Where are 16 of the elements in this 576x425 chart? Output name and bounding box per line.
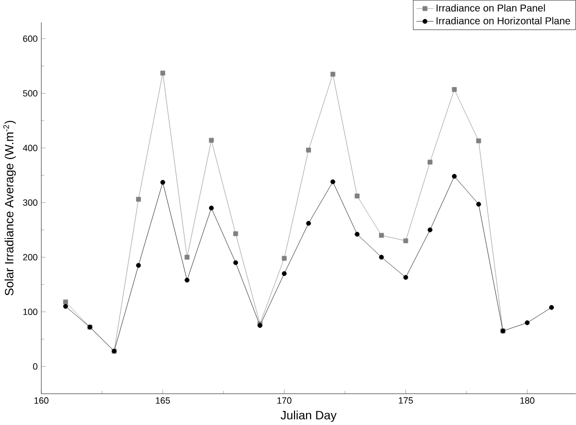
x-tick-label: 165 [156, 397, 170, 404]
x-tick-label: 180 [520, 397, 534, 404]
y-tick-label: 500 [23, 90, 38, 96]
y-tick-label: 0 [33, 363, 38, 370]
y-tick-label: 400 [22, 144, 38, 152]
x-axis-title: Julian Day [280, 410, 337, 422]
legend-label: Irradiance on Horizontal Plane [436, 16, 570, 24]
y-axis-title: Solar Irradiance Average (W.m$^{-2}$) [3, 120, 16, 296]
y-tick-label: 200 [23, 254, 38, 260]
y-tick-label: 600 [23, 35, 38, 42]
legend-label: Irradiance on Plan Panel [436, 4, 545, 12]
x-tick-label: 170 [277, 397, 292, 404]
y-tick-label: 100 [23, 308, 38, 315]
x-tick-label: 175 [398, 397, 413, 404]
y-tick-label: 300 [23, 199, 38, 206]
x-tick-label: 160 [34, 397, 48, 404]
